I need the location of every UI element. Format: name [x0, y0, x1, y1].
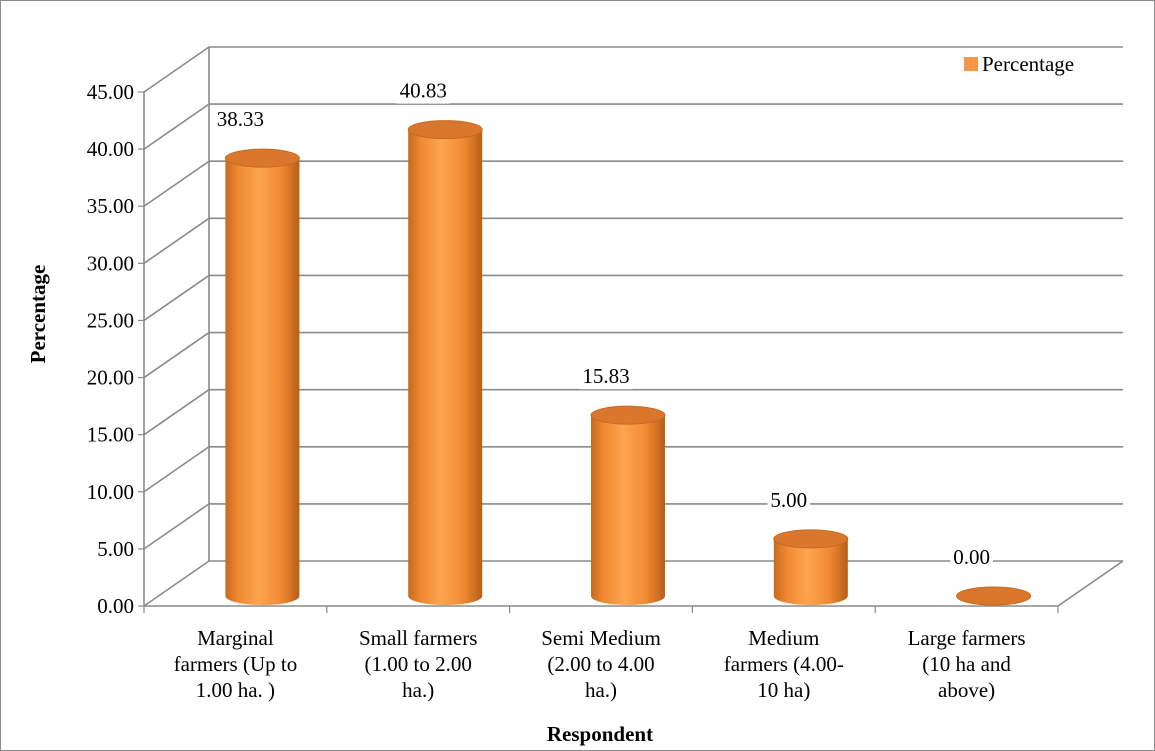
- y-tick-label: 25.00: [87, 308, 134, 332]
- floor-right-edge: [1057, 560, 1124, 607]
- bar: [224, 148, 300, 605]
- bar-top: [224, 148, 300, 168]
- y-tick-label: 15.00: [87, 423, 134, 447]
- floor-left-edge: [143, 560, 210, 607]
- bar-top: [956, 586, 1032, 606]
- bar-body: [773, 538, 848, 605]
- gridline-side: [143, 331, 210, 379]
- gridline-side: [143, 503, 210, 550]
- x-tick-label: Marginal farmers (Up to 1.00 ha. ): [174, 626, 298, 702]
- gridline-side: [143, 217, 210, 264]
- y-tick-label: 10.00: [87, 480, 134, 504]
- bar-top: [590, 405, 666, 425]
- y-tick-label: 20.00: [87, 366, 134, 390]
- gridline-side: [143, 389, 210, 436]
- bar-body: [591, 415, 665, 605]
- data-label-text: 15.83: [582, 364, 629, 388]
- data-label: 15.83: [579, 363, 633, 390]
- bars: [224, 120, 1032, 606]
- data-labels: 38.33 40.83 15.83 5.00 0.00: [213, 77, 993, 570]
- bar-body: [225, 158, 300, 605]
- gridline-side: [143, 46, 210, 93]
- legend-label: Percentage: [982, 52, 1074, 76]
- gridline-side: [143, 160, 210, 207]
- gridline-side: [143, 274, 210, 322]
- x-tick-label: Large farmers (10 ha and above): [908, 626, 1026, 702]
- legend: Percentage: [964, 52, 1074, 76]
- data-label-text: 40.83: [400, 79, 447, 103]
- gridline-side: [143, 446, 210, 493]
- axes: 0.00 5.00 10.00 15.00 20.00 25.00 30.00 35.00 40…: [87, 80, 1059, 702]
- data-label: 38.33: [213, 106, 268, 133]
- bar-top: [407, 120, 483, 140]
- y-tick-label: 40.00: [87, 137, 134, 161]
- x-tick-label: Semi Medium (2.00 to 4.00 ha.): [541, 626, 661, 702]
- y-tick-label: 45.00: [87, 80, 134, 104]
- data-label: 0.00: [950, 544, 993, 570]
- data-label-background: [950, 544, 993, 570]
- bar: [956, 586, 1032, 606]
- bar-body: [408, 129, 483, 605]
- x-tick-label: Small farmers (1.00 to 2.00 ha.): [359, 626, 477, 702]
- data-label: 5.00: [767, 486, 811, 513]
- data-label-text: 5.00: [770, 488, 807, 512]
- data-label-background: [213, 106, 268, 133]
- data-label-background: [579, 363, 633, 390]
- y-tick-label: 30.00: [87, 251, 134, 275]
- x-tick-label: Medium farmers (4.00-10 ha): [724, 626, 844, 702]
- bar-top: [773, 529, 849, 549]
- legend-swatch: [964, 57, 978, 71]
- y-tick-label: 0.00: [97, 594, 134, 618]
- y-tick-label: 35.00: [87, 194, 134, 218]
- x-axis-title: Respondent: [547, 722, 653, 746]
- data-label-background: [396, 77, 450, 104]
- y-axis-title: Percentage: [26, 265, 50, 364]
- data-label-background: [767, 486, 811, 513]
- data-label-text: 38.33: [217, 107, 264, 131]
- gridlines: [143, 46, 1124, 607]
- bar: [407, 120, 483, 605]
- bar: [773, 529, 849, 605]
- bar: [590, 405, 666, 605]
- gridline-side: [143, 103, 210, 150]
- data-label: 40.83: [396, 77, 450, 104]
- data-label-text: 0.00: [953, 545, 990, 569]
- y-tick-label: 5.00: [97, 537, 134, 561]
